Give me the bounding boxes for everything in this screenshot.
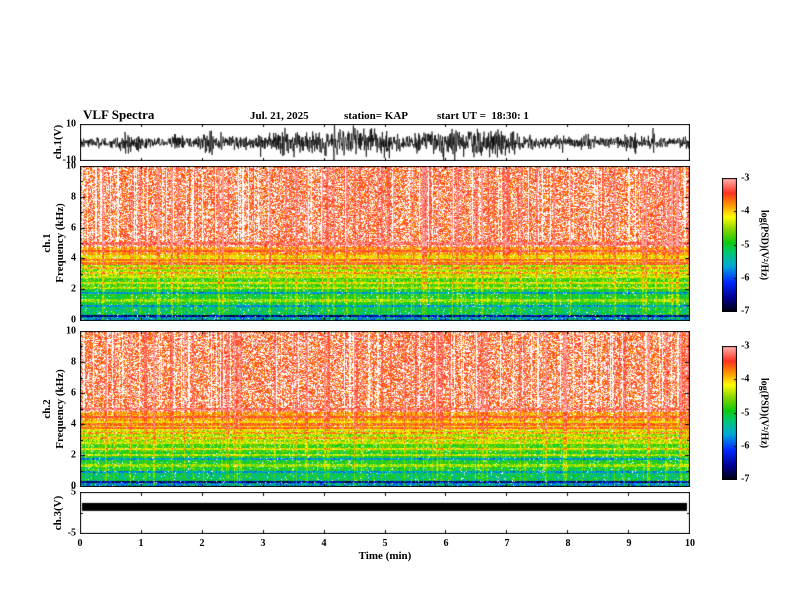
x-tick-label: 5 [382, 538, 388, 549]
ch2-freq-y-tick-label: 2 [71, 449, 76, 461]
ch2-spectrogram [80, 331, 690, 487]
colorbar-tick-label: -4 [741, 205, 750, 217]
colorbar-tick-label: -6 [741, 272, 750, 284]
colorbar-tick-label: -5 [741, 239, 750, 250]
colorbar-tick-label: -7 [741, 473, 750, 485]
figure-start-ut: start UT = 18:30: 1 [437, 110, 529, 122]
ch1-freq-y-tick-label: 0 [71, 314, 76, 326]
colorbar-tick-label: -6 [741, 440, 750, 452]
ch1-freq-y-tick-label: 10 [66, 160, 76, 172]
colorbar-tick-label: -4 [741, 373, 750, 385]
x-tick-label: 7 [504, 538, 510, 549]
colorbar-tick-label: -5 [741, 407, 750, 418]
ch3v-y-tick-label: -5 [67, 527, 76, 539]
ch2-colorbar [722, 346, 737, 480]
colorbar-tick-label: -3 [741, 172, 750, 184]
figure-title: VLF Spectra [83, 107, 155, 122]
x-tick-label: 1 [138, 538, 144, 549]
ch2-freq-y-tick-label: 0 [71, 480, 76, 492]
colorbar-tick-label: -3 [741, 340, 750, 352]
time-axis-label: Time (min) [358, 550, 412, 562]
ch1-spectrogram [80, 166, 690, 321]
figure-station: station= KAP [344, 110, 409, 122]
figure-date: Jul. 21, 2025 [250, 110, 309, 122]
x-tick-label: 3 [260, 538, 266, 549]
ch2-channel-axis-label: ch.2 [41, 399, 53, 419]
x-tick-label: 2 [199, 538, 205, 549]
ch1-freq-y-tick-label: 4 [71, 252, 76, 264]
ch3-voltage-axis-label: ch.3(V) [52, 495, 64, 531]
ch2-frequency-axis-label: Frequency (kHz) [54, 369, 66, 449]
colorbar1-axis-label: log(PSD)(V²/Hz) [758, 209, 770, 281]
x-tick-label: 4 [321, 538, 327, 549]
x-tick-label: 8 [565, 538, 571, 549]
ch2-freq-y-tick-label: 10 [66, 325, 76, 337]
ch1-colorbar [722, 178, 737, 312]
ch3-waveform-plot [80, 492, 690, 534]
ch1-channel-axis-label: ch.1 [41, 233, 53, 253]
ch1-frequency-axis-label: Frequency (kHz) [54, 203, 66, 283]
ch2-freq-y-tick-label: 4 [71, 418, 76, 430]
x-tick-label: 0 [77, 538, 83, 549]
ch1-freq-y-tick-label: 6 [71, 222, 76, 234]
ch3v-y-tick-label: 5 [71, 486, 76, 498]
x-tick-label: 10 [685, 538, 695, 549]
ch1-freq-y-tick-label: 2 [71, 283, 76, 295]
colorbar2-axis-label: log(PSD)(V²/Hz) [758, 377, 770, 449]
ch2-freq-y-tick-label: 8 [71, 356, 76, 368]
x-tick-label: 9 [626, 538, 632, 549]
ch1v-y-tick-label: -10 [62, 154, 76, 166]
ch1v-y-tick-label: 10 [66, 118, 76, 130]
ch1-waveform-plot [80, 124, 690, 161]
colorbar-tick-label: -7 [741, 305, 750, 317]
x-tick-label: 6 [443, 538, 449, 549]
ch1-freq-y-tick-label: 8 [71, 191, 76, 203]
ch2-freq-y-tick-label: 6 [71, 387, 76, 399]
